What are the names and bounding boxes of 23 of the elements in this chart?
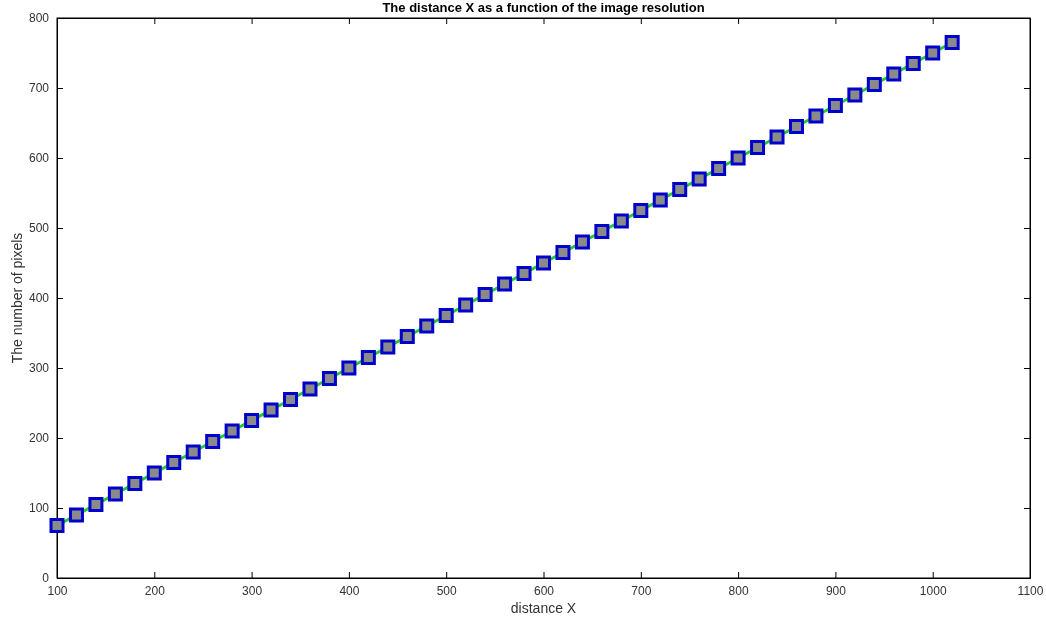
y-tick-label: 0: [42, 571, 50, 586]
x-tick-label: 1100: [1017, 583, 1044, 598]
chart-title: The distance X as a function of the image resolution: [382, 0, 705, 15]
y-tick-label: 200: [28, 431, 50, 446]
x-tick-label: 900: [825, 583, 847, 598]
x-tick-label: 200: [144, 583, 166, 598]
x-tick-label: 800: [728, 583, 749, 598]
y-tick-label: 100: [28, 501, 50, 516]
y-tick-label: 800: [28, 11, 50, 26]
x-tick-label: 300: [242, 583, 263, 598]
y-tick-label: 600: [28, 151, 50, 166]
x-tick-label: 600: [533, 583, 555, 598]
x-tick-label: 400: [339, 583, 360, 598]
x-tick-label: 1000: [919, 583, 947, 598]
y-tick-label: 700: [28, 81, 50, 96]
y-axis-title: The number of pixels: [9, 232, 25, 364]
x-tick-label: 500: [436, 583, 458, 598]
y-tick-label: 400: [28, 291, 50, 306]
y-tick-label: 500: [28, 221, 50, 236]
x-axis-title: distance X: [510, 600, 577, 616]
x-tick-label: 700: [631, 583, 652, 598]
x-tick-label: 100: [47, 583, 68, 598]
y-tick-label: 300: [28, 361, 50, 376]
